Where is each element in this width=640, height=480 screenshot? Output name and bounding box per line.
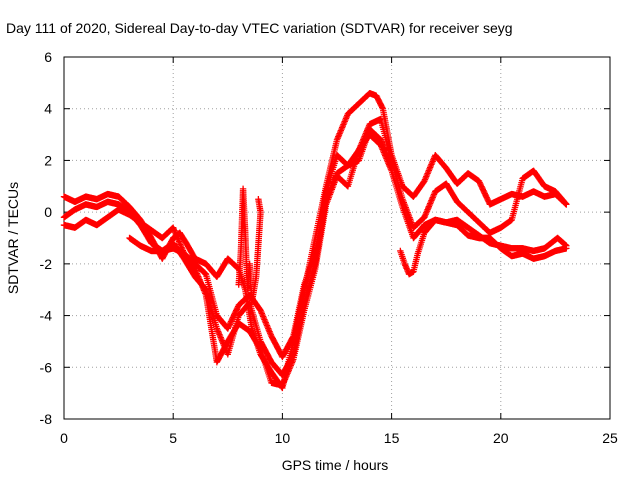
x-tick-label: 5 (169, 430, 177, 446)
data-point (563, 201, 570, 208)
data-point (255, 196, 262, 203)
series-spikes (235, 185, 264, 306)
series-track-2 (60, 115, 570, 379)
plot-frame (63, 56, 611, 420)
y-tick-label: 4 (44, 101, 52, 117)
x-tick-label: 20 (493, 430, 509, 446)
data-point (563, 242, 570, 249)
y-tick-label: -8 (40, 411, 53, 427)
x-tick-label: 15 (384, 430, 400, 446)
chart-title: Day 111 of 2020, Sidereal Day-to-day VTE… (6, 20, 513, 36)
series-track-5 (397, 216, 570, 278)
data-point (379, 104, 386, 111)
y-tick-label: -6 (40, 359, 53, 375)
x-tick-label: 0 (60, 430, 68, 446)
y-tick-label: 2 (44, 152, 52, 168)
y-tick-label: -2 (40, 256, 53, 272)
y-tick-label: -4 (40, 308, 53, 324)
x-tick-label: 10 (275, 430, 291, 446)
data-points (60, 90, 570, 392)
data-point (388, 162, 395, 169)
axis-ticks: 0 5 10 15 20 25 -8 -6 -4 -2 0 2 4 6 (40, 49, 618, 446)
x-axis-label: GPS time / hours (282, 457, 389, 473)
x-tick-label: 25 (602, 430, 618, 446)
y-tick-label: 0 (44, 204, 52, 220)
y-axis-label: SDTVAR / TECUs (5, 182, 21, 294)
series-track-4 (126, 126, 395, 361)
y-tick-label: 6 (44, 49, 52, 65)
